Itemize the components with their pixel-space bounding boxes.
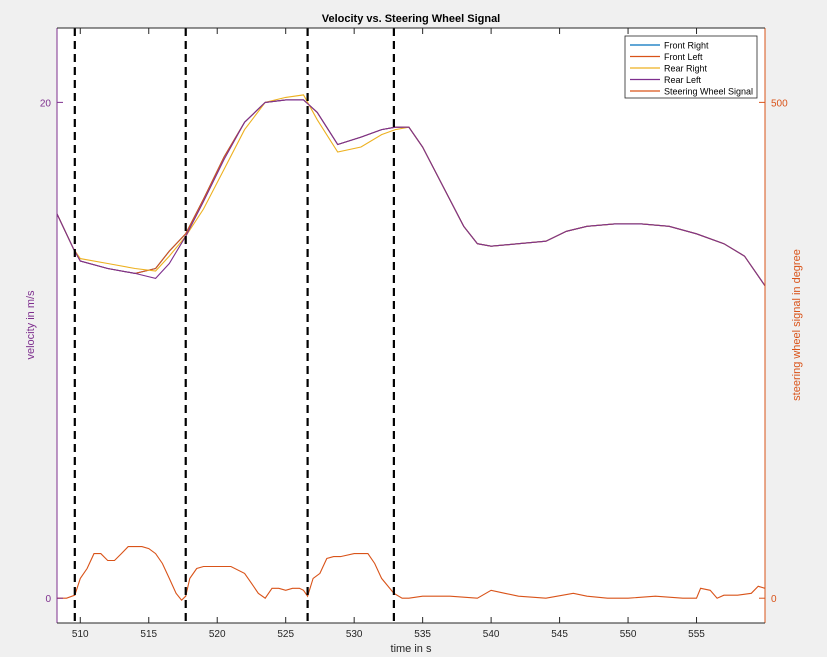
right-y-tick-label: 0 bbox=[771, 594, 777, 605]
legend-entry-rear-right: Rear Right bbox=[630, 64, 708, 74]
series-rear-left bbox=[56, 99, 766, 287]
legend-box bbox=[624, 35, 758, 99]
x-tick-label: 540 bbox=[483, 629, 500, 640]
legend-entry-rear-left: Rear Left bbox=[630, 75, 702, 85]
vertical-marker-layer bbox=[73, 28, 395, 623]
legend-label: Front Right bbox=[664, 41, 709, 51]
right-y-axis-label: steering wheel signal in degree bbox=[791, 249, 803, 401]
x-tick-label: 550 bbox=[620, 629, 637, 640]
chart-title: Velocity vs. Steering Wheel Signal bbox=[322, 13, 501, 25]
x-tick-label: 545 bbox=[551, 629, 568, 640]
x-tick-label: 510 bbox=[72, 629, 89, 640]
x-tick-label: 530 bbox=[346, 629, 363, 640]
left-y-tick-label: 0 bbox=[45, 594, 51, 605]
left-y-tick-label: 20 bbox=[40, 98, 52, 109]
x-tick-label: 515 bbox=[140, 629, 157, 640]
plot-area bbox=[57, 28, 765, 623]
legend-label: Rear Right bbox=[664, 64, 708, 74]
x-tick-label: 535 bbox=[414, 629, 431, 640]
series-steering-wheel-signal bbox=[57, 546, 766, 602]
legend-label: Steering Wheel Signal bbox=[664, 87, 753, 97]
legend-entry-steering-wheel-signal: Steering Wheel Signal bbox=[630, 87, 753, 97]
legend-label: Front Left bbox=[664, 52, 703, 62]
tick-layer: 510 515 520 525 530 535 540 545 550 555 0 20 0 500 bbox=[40, 28, 788, 640]
legend-label: Rear Left bbox=[664, 75, 702, 85]
legend-entry-front-right: Front Right bbox=[630, 41, 709, 51]
left-y-axis-label: velocity in m/s bbox=[25, 290, 37, 360]
x-tick-label: 520 bbox=[209, 629, 226, 640]
x-tick-label: 525 bbox=[277, 629, 294, 640]
x-axis-label: time in s bbox=[391, 643, 432, 655]
legend-entry-front-left: Front Left bbox=[630, 52, 703, 62]
series-layer bbox=[56, 94, 766, 602]
x-tick-label: 555 bbox=[688, 629, 705, 640]
right-y-tick-label: 500 bbox=[771, 98, 788, 109]
